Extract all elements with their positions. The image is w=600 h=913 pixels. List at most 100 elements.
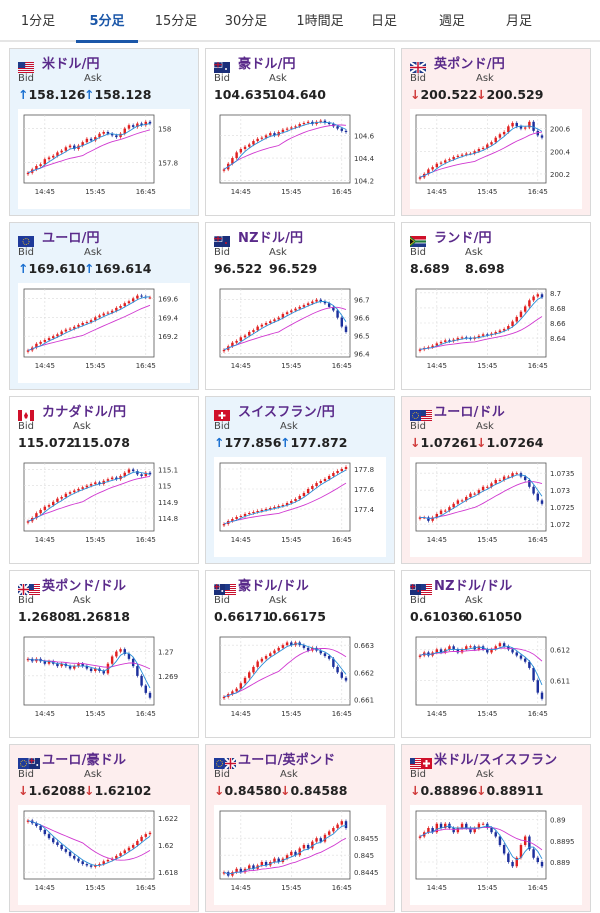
- pair-name[interactable]: 米ドル/スイスフラン: [434, 753, 558, 768]
- candle-body: [502, 476, 506, 480]
- chart-container[interactable]: 158 157.8 14:45 15:45 16:45: [18, 109, 190, 209]
- bid-number: 1.62088: [28, 783, 86, 798]
- quote-card[interactable]: 豪ドル/ドル Bid Ask 0.66171 0.66175 0.663 0.662 0.66…: [205, 570, 395, 738]
- chart-container[interactable]: 1.27 1.269 14:45 15:45 16:45: [18, 631, 190, 731]
- chart-container[interactable]: 8.7 8.68 8.66 8.64 14:45 15:45 16:45: [410, 283, 582, 383]
- quote-card[interactable]: スイスフラン/円 Bid Ask ↑177.856 ↑177.872 177.8 177.6…: [205, 396, 395, 564]
- candle-body: [285, 128, 289, 130]
- y-tick-label: 158: [158, 126, 171, 134]
- tab-4[interactable]: 1時間足: [296, 14, 344, 29]
- candle-body: [47, 505, 51, 507]
- pair-name[interactable]: カナダドル/円: [42, 405, 127, 420]
- pair-name[interactable]: NZドル/ドル: [434, 579, 513, 594]
- chart-container[interactable]: 96.7 96.6 96.5 96.4 14:45 15:45 16:45: [214, 283, 386, 383]
- candle-body: [136, 840, 139, 845]
- x-tick-label: 16:45: [332, 188, 352, 196]
- pair-name[interactable]: ユーロ/ドル: [434, 405, 505, 420]
- x-tick-label: 14:45: [35, 884, 55, 892]
- candle-body: [277, 317, 280, 320]
- pair-name[interactable]: 英ポンド/ドル: [42, 579, 127, 594]
- candle-body: [311, 841, 314, 849]
- quote-card[interactable]: ユーロ/ドル Bid Ask ↓1.07261 ↓1.07264 1.0735 1.073 1…: [401, 396, 591, 564]
- ask-number: 1.07264: [486, 435, 544, 450]
- candle-body: [444, 340, 447, 342]
- candle-body: [68, 145, 72, 148]
- chart-container[interactable]: 1.622 1.62 1.618 14:45 15:45 16:45: [18, 805, 190, 905]
- quote-card[interactable]: 豪ドル/円 Bid Ask 104.635 104.640 104.6 104.4 104.2…: [205, 48, 395, 216]
- chart-container[interactable]: 115.1 115 114.9 114.8 14:45 15:45 16:45: [18, 457, 190, 557]
- candle-body: [119, 306, 122, 308]
- candle-body: [515, 122, 518, 127]
- candle-body: [507, 646, 510, 650]
- pair-name[interactable]: スイスフラン/円: [238, 405, 335, 420]
- candle-body: [515, 652, 518, 656]
- quote-card[interactable]: NZドル/ドル Bid Ask 0.61036 0.61050 0.612 0.611 14:…: [401, 570, 591, 738]
- candle-body: [523, 127, 527, 129]
- ask-number: 1.26818: [73, 609, 130, 624]
- pair-name[interactable]: ユーロ/英ポンド: [238, 753, 336, 768]
- quote-card[interactable]: ユーロ/豪ドル Bid Ask ↓1.62088 ↓1.62102 1.622 1.62 1.…: [9, 744, 199, 912]
- ask-value: 1.26818: [73, 609, 130, 624]
- chart-container[interactable]: 0.663 0.662 0.661 14:45 15:45 16:45: [214, 631, 386, 731]
- x-tick-label: 14:45: [35, 362, 55, 370]
- quote-card[interactable]: ユーロ/英ポンド Bid Ask ↓0.84580 ↓0.84588 0.8455 0.84…: [205, 744, 395, 912]
- candle-body: [110, 310, 114, 313]
- chart-container[interactable]: 0.8455 0.845 0.8445 14:45 15:45 16:45: [214, 805, 386, 905]
- tab-2[interactable]: 15分足: [154, 14, 198, 29]
- candle-body: [486, 334, 489, 336]
- candle-body: [311, 486, 314, 489]
- pair-name[interactable]: ランド/円: [434, 231, 492, 246]
- bid-value: 96.522: [214, 261, 262, 276]
- bid-value: ↓0.88896: [410, 783, 477, 798]
- candle-body: [427, 347, 430, 349]
- candle-body: [26, 172, 30, 175]
- candle-body: [507, 853, 510, 862]
- quote-card[interactable]: ユーロ/円 Bid Ask ↑169.610 ↑169.614 169.6 169.4 169…: [9, 222, 199, 390]
- pair-name[interactable]: ユーロ/豪ドル: [42, 753, 127, 768]
- ask-value: 8.698: [465, 261, 505, 276]
- candle-body: [136, 123, 139, 127]
- tab-1[interactable]: 5分足: [76, 0, 138, 43]
- candle-body: [148, 832, 152, 835]
- quote-card[interactable]: ランド/円 Bid Ask 8.689 8.698 8.7 8.68 8.66 8.64 14:4…: [401, 222, 591, 390]
- pair-name[interactable]: ユーロ/円: [42, 231, 100, 246]
- candle-body: [515, 857, 518, 867]
- chart-container[interactable]: 104.6 104.4 104.2 14:45 15:45 16:45: [214, 109, 386, 209]
- chart-container[interactable]: 0.89 0.8895 0.889 14:45 15:45 16:45: [410, 805, 582, 905]
- pair-name[interactable]: 豪ドル/円: [238, 57, 296, 72]
- pair-name[interactable]: 豪ドル/ドル: [238, 579, 309, 594]
- tab-7[interactable]: 月足: [505, 14, 532, 29]
- quote-card[interactable]: 英ポンド/円 Bid Ask ↓200.522 ↓200.529 200.6 200.4 20…: [401, 48, 591, 216]
- candle-body: [494, 832, 497, 837]
- candle-body: [277, 506, 280, 507]
- tab-5[interactable]: 日足: [370, 14, 397, 29]
- chart-container[interactable]: 200.6 200.4 200.2 14:45 15:45 16:45: [410, 109, 582, 209]
- ask-number: 8.698: [465, 261, 505, 276]
- chart-container[interactable]: 169.6 169.4 169.2 14:45 15:45 16:45: [18, 283, 190, 383]
- quote-card[interactable]: 英ポンド/ドル Bid Ask 1.26808 1.26818 1.27 1.269 14:4…: [9, 570, 199, 738]
- candle-body: [502, 643, 506, 647]
- candle-body: [94, 137, 97, 141]
- candle-body: [260, 324, 264, 327]
- candle-body: [239, 337, 243, 341]
- chart-container[interactable]: 0.612 0.611 14:45 15:45 16:45: [410, 631, 582, 731]
- tab-0[interactable]: 1分足: [20, 14, 56, 29]
- tab-3[interactable]: 30分足: [224, 14, 268, 29]
- candle-body: [89, 320, 93, 323]
- candle-body: [98, 482, 101, 485]
- price-chart: 115.1 115 114.9 114.8 14:45 15:45 16:45: [23, 462, 178, 544]
- quote-card[interactable]: カナダドル/円 Bid Ask 115.072 115.078 115.1 115 114.9…: [9, 396, 199, 564]
- chart-container[interactable]: 177.8 177.6 177.4 14:45 15:45 16:45: [214, 457, 386, 557]
- candle-body: [448, 340, 451, 342]
- pair-name[interactable]: 米ドル/円: [42, 57, 100, 72]
- y-tick-label: 114.9: [158, 499, 178, 507]
- quote-card[interactable]: 米ドル/円 Bid Ask ↑158.126 ↑158.128 158 157.8 14:45…: [9, 48, 199, 216]
- bid-number: 0.61036: [410, 609, 467, 624]
- candle-body: [285, 503, 289, 505]
- tab-6[interactable]: 週足: [438, 14, 465, 29]
- chart-container[interactable]: 1.0735 1.073 1.0725 1.072 14:45 15:45 16:45: [410, 457, 582, 557]
- quote-card[interactable]: NZドル/円 Bid Ask 96.522 96.529 96.7 96.6 96.5 96.4…: [205, 222, 395, 390]
- pair-name[interactable]: NZドル/円: [238, 231, 304, 246]
- pair-name[interactable]: 英ポンド/円: [434, 57, 505, 72]
- quote-card[interactable]: 米ドル/スイスフラン Bid Ask ↓0.88896 ↓0.88911 0.89 0.88…: [401, 744, 591, 912]
